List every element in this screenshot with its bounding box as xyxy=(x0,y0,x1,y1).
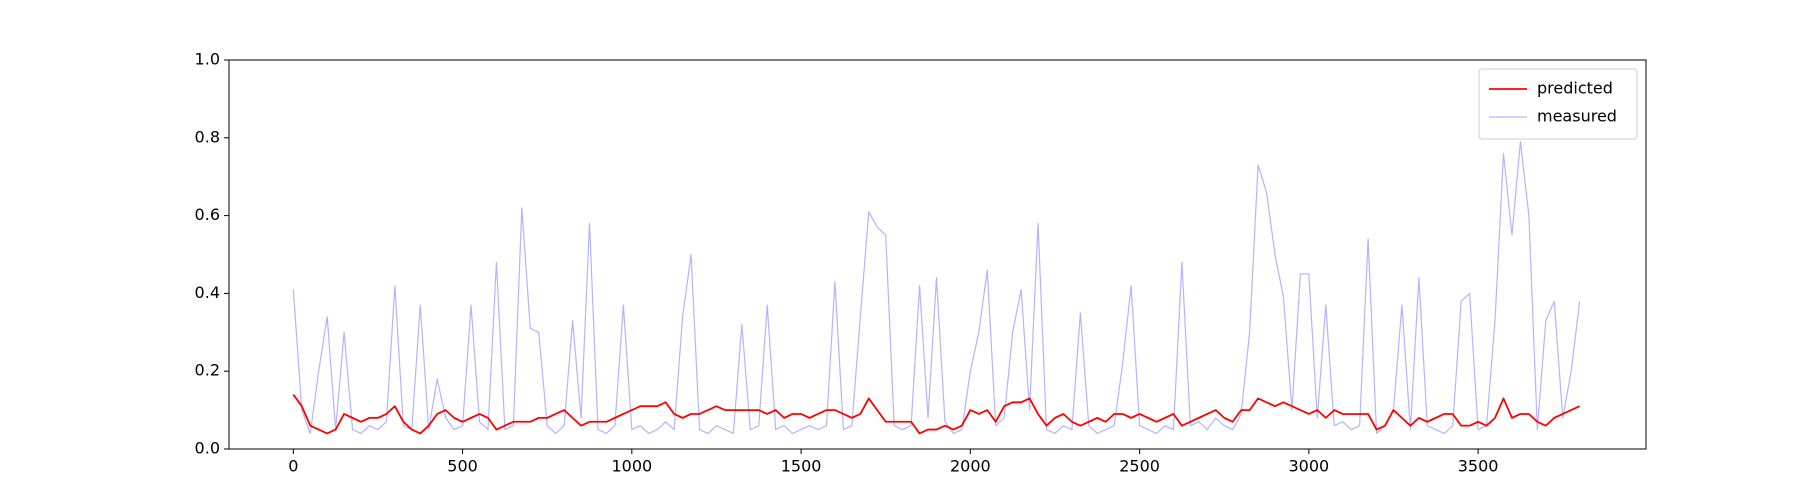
x-tick-label: 3500 xyxy=(1458,457,1499,476)
x-tick-label: 1000 xyxy=(611,457,652,476)
y-tick-label: 0.4 xyxy=(195,283,220,302)
x-tick-label: 1500 xyxy=(781,457,822,476)
y-tick-label: 0.8 xyxy=(195,127,220,146)
line-predicted xyxy=(292,394,1581,435)
x-tick-label: 2000 xyxy=(950,457,991,476)
line-measured xyxy=(292,141,1581,435)
legend-label: predicted xyxy=(1537,79,1613,98)
x-tick-label: 2500 xyxy=(1119,457,1160,476)
y-tick-label: 0.6 xyxy=(195,205,220,224)
x-tick-label: 0 xyxy=(288,457,298,476)
x-tick-label: 3000 xyxy=(1288,457,1329,476)
legend-label: measured xyxy=(1537,107,1617,126)
y-tick-label: 1.0 xyxy=(195,50,220,69)
plot-frame xyxy=(228,59,1647,450)
legend-box xyxy=(1478,68,1638,140)
y-tick-label: 0.2 xyxy=(195,361,220,380)
x-tick-label: 500 xyxy=(447,457,478,476)
y-tick-label: 0.0 xyxy=(195,439,220,458)
